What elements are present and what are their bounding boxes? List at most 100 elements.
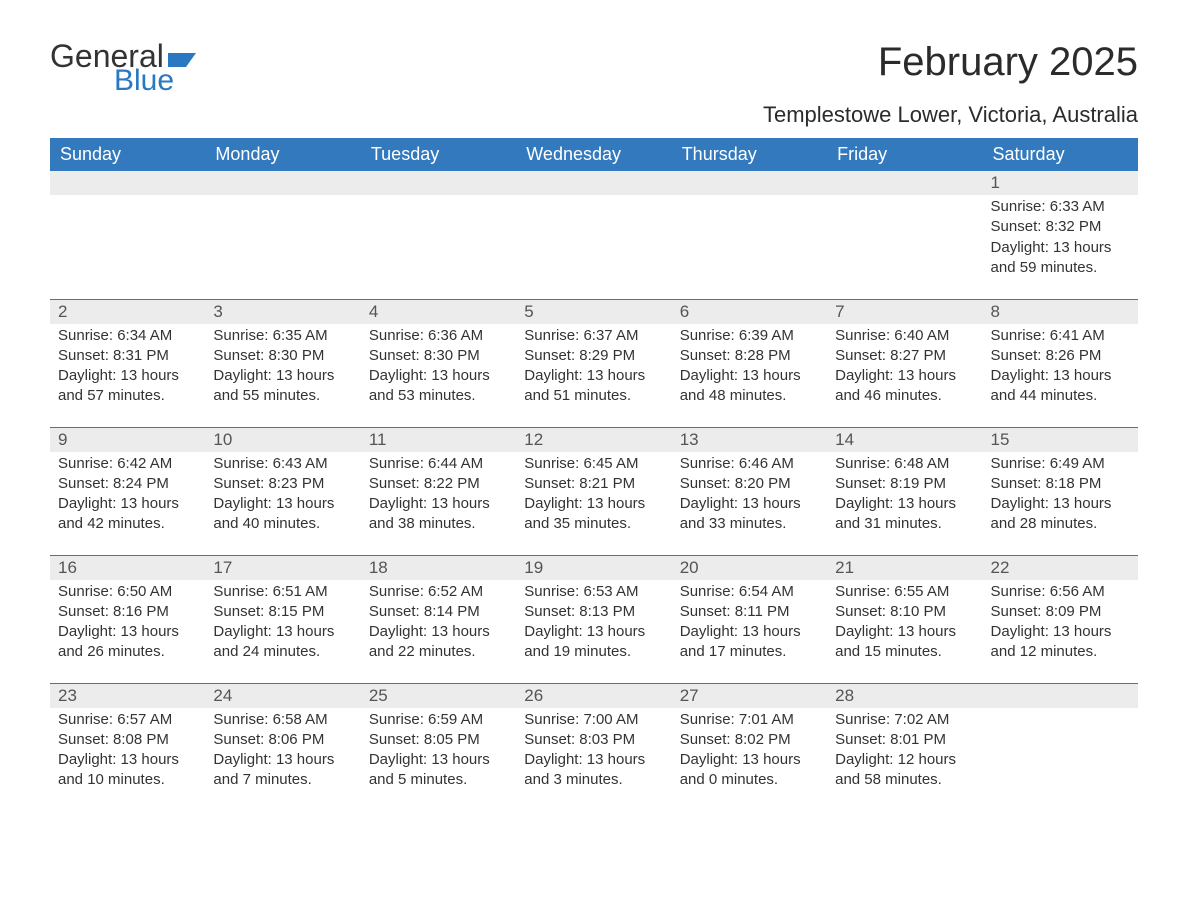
- sunrise-line: Sunrise: 7:02 AM: [835, 710, 974, 730]
- weekday-header-row: SundayMondayTuesdayWednesdayThursdayFrid…: [50, 138, 1138, 171]
- day-body: Sunrise: 7:01 AMSunset: 8:02 PMDaylight:…: [672, 708, 827, 799]
- calendar-week-row: 23Sunrise: 6:57 AMSunset: 8:08 PMDayligh…: [50, 683, 1138, 811]
- day-body: Sunrise: 6:48 AMSunset: 8:19 PMDaylight:…: [827, 452, 982, 543]
- daylight-line: Daylight: 13 hours and 48 minutes.: [680, 366, 819, 407]
- daylight-line: Daylight: 13 hours and 42 minutes.: [58, 494, 197, 535]
- calendar-day-cell: 21Sunrise: 6:55 AMSunset: 8:10 PMDayligh…: [827, 555, 982, 683]
- sunrise-line: Sunrise: 6:46 AM: [680, 454, 819, 474]
- sunrise-line: Sunrise: 7:01 AM: [680, 710, 819, 730]
- daylight-line: Daylight: 13 hours and 57 minutes.: [58, 366, 197, 407]
- day-number-band: 13: [672, 428, 827, 452]
- day-number-band: 8: [983, 300, 1138, 324]
- calendar-day-cell: 1Sunrise: 6:33 AMSunset: 8:32 PMDaylight…: [983, 171, 1138, 299]
- sunset-line: Sunset: 8:03 PM: [524, 730, 663, 750]
- calendar-day-cell: 10Sunrise: 6:43 AMSunset: 8:23 PMDayligh…: [205, 427, 360, 555]
- daylight-line: Daylight: 13 hours and 5 minutes.: [369, 750, 508, 791]
- day-body: Sunrise: 6:54 AMSunset: 8:11 PMDaylight:…: [672, 580, 827, 671]
- daylight-line: Daylight: 12 hours and 58 minutes.: [835, 750, 974, 791]
- calendar-table: SundayMondayTuesdayWednesdayThursdayFrid…: [50, 138, 1138, 811]
- sunrise-line: Sunrise: 6:34 AM: [58, 326, 197, 346]
- daylight-line: Daylight: 13 hours and 35 minutes.: [524, 494, 663, 535]
- day-number-band: [516, 171, 671, 195]
- day-body: Sunrise: 6:36 AMSunset: 8:30 PMDaylight:…: [361, 324, 516, 415]
- day-body: Sunrise: 6:33 AMSunset: 8:32 PMDaylight:…: [983, 195, 1138, 286]
- day-body: [672, 195, 827, 205]
- sunrise-line: Sunrise: 6:53 AM: [524, 582, 663, 602]
- daylight-line: Daylight: 13 hours and 59 minutes.: [991, 238, 1130, 279]
- calendar-day-cell: 4Sunrise: 6:36 AMSunset: 8:30 PMDaylight…: [361, 299, 516, 427]
- daylight-line: Daylight: 13 hours and 22 minutes.: [369, 622, 508, 663]
- day-body: Sunrise: 6:34 AMSunset: 8:31 PMDaylight:…: [50, 324, 205, 415]
- day-body: Sunrise: 6:43 AMSunset: 8:23 PMDaylight:…: [205, 452, 360, 543]
- day-number-band: 20: [672, 556, 827, 580]
- sunrise-line: Sunrise: 6:35 AM: [213, 326, 352, 346]
- day-number-band: 16: [50, 556, 205, 580]
- daylight-line: Daylight: 13 hours and 28 minutes.: [991, 494, 1130, 535]
- calendar-day-cell: [516, 171, 671, 299]
- sunrise-line: Sunrise: 6:54 AM: [680, 582, 819, 602]
- calendar-day-cell: [50, 171, 205, 299]
- sunrise-line: Sunrise: 6:52 AM: [369, 582, 508, 602]
- day-body: Sunrise: 6:59 AMSunset: 8:05 PMDaylight:…: [361, 708, 516, 799]
- sunset-line: Sunset: 8:11 PM: [680, 602, 819, 622]
- calendar-day-cell: 20Sunrise: 6:54 AMSunset: 8:11 PMDayligh…: [672, 555, 827, 683]
- sunset-line: Sunset: 8:20 PM: [680, 474, 819, 494]
- sunset-line: Sunset: 8:32 PM: [991, 217, 1130, 237]
- calendar-day-cell: 8Sunrise: 6:41 AMSunset: 8:26 PMDaylight…: [983, 299, 1138, 427]
- day-number-band: [50, 171, 205, 195]
- day-body: Sunrise: 6:55 AMSunset: 8:10 PMDaylight:…: [827, 580, 982, 671]
- day-body: Sunrise: 6:35 AMSunset: 8:30 PMDaylight:…: [205, 324, 360, 415]
- day-body: Sunrise: 6:53 AMSunset: 8:13 PMDaylight:…: [516, 580, 671, 671]
- calendar-day-cell: 26Sunrise: 7:00 AMSunset: 8:03 PMDayligh…: [516, 683, 671, 811]
- location-subtitle: Templestowe Lower, Victoria, Australia: [50, 102, 1138, 128]
- sunset-line: Sunset: 8:01 PM: [835, 730, 974, 750]
- sunset-line: Sunset: 8:15 PM: [213, 602, 352, 622]
- calendar-week-row: 2Sunrise: 6:34 AMSunset: 8:31 PMDaylight…: [50, 299, 1138, 427]
- sunrise-line: Sunrise: 6:59 AM: [369, 710, 508, 730]
- day-number-band: 2: [50, 300, 205, 324]
- daylight-line: Daylight: 13 hours and 46 minutes.: [835, 366, 974, 407]
- day-number-band: 9: [50, 428, 205, 452]
- day-number-band: 10: [205, 428, 360, 452]
- day-body: Sunrise: 6:49 AMSunset: 8:18 PMDaylight:…: [983, 452, 1138, 543]
- sunrise-line: Sunrise: 6:49 AM: [991, 454, 1130, 474]
- day-number-band: 19: [516, 556, 671, 580]
- calendar-day-cell: 18Sunrise: 6:52 AMSunset: 8:14 PMDayligh…: [361, 555, 516, 683]
- daylight-line: Daylight: 13 hours and 3 minutes.: [524, 750, 663, 791]
- daylight-line: Daylight: 13 hours and 17 minutes.: [680, 622, 819, 663]
- daylight-line: Daylight: 13 hours and 12 minutes.: [991, 622, 1130, 663]
- day-number-band: [827, 171, 982, 195]
- day-body: [205, 195, 360, 205]
- calendar-day-cell: [983, 683, 1138, 811]
- calendar-day-cell: [361, 171, 516, 299]
- day-number-band: 18: [361, 556, 516, 580]
- day-body: Sunrise: 6:37 AMSunset: 8:29 PMDaylight:…: [516, 324, 671, 415]
- daylight-line: Daylight: 13 hours and 19 minutes.: [524, 622, 663, 663]
- day-number-band: 11: [361, 428, 516, 452]
- sunrise-line: Sunrise: 6:50 AM: [58, 582, 197, 602]
- day-number-band: 4: [361, 300, 516, 324]
- calendar-week-row: 9Sunrise: 6:42 AMSunset: 8:24 PMDaylight…: [50, 427, 1138, 555]
- day-body: Sunrise: 6:44 AMSunset: 8:22 PMDaylight:…: [361, 452, 516, 543]
- daylight-line: Daylight: 13 hours and 7 minutes.: [213, 750, 352, 791]
- day-body: Sunrise: 6:41 AMSunset: 8:26 PMDaylight:…: [983, 324, 1138, 415]
- day-number-band: [205, 171, 360, 195]
- day-number-band: 17: [205, 556, 360, 580]
- daylight-line: Daylight: 13 hours and 31 minutes.: [835, 494, 974, 535]
- day-number-band: 3: [205, 300, 360, 324]
- sunset-line: Sunset: 8:26 PM: [991, 346, 1130, 366]
- sunset-line: Sunset: 8:19 PM: [835, 474, 974, 494]
- day-number-band: 23: [50, 684, 205, 708]
- day-body: Sunrise: 6:40 AMSunset: 8:27 PMDaylight:…: [827, 324, 982, 415]
- day-body: Sunrise: 6:46 AMSunset: 8:20 PMDaylight:…: [672, 452, 827, 543]
- calendar-day-cell: 6Sunrise: 6:39 AMSunset: 8:28 PMDaylight…: [672, 299, 827, 427]
- day-body: Sunrise: 6:56 AMSunset: 8:09 PMDaylight:…: [983, 580, 1138, 671]
- day-body: [516, 195, 671, 205]
- day-body: Sunrise: 6:58 AMSunset: 8:06 PMDaylight:…: [205, 708, 360, 799]
- sunrise-line: Sunrise: 6:48 AM: [835, 454, 974, 474]
- sunrise-line: Sunrise: 6:56 AM: [991, 582, 1130, 602]
- sunrise-line: Sunrise: 6:41 AM: [991, 326, 1130, 346]
- sunset-line: Sunset: 8:29 PM: [524, 346, 663, 366]
- calendar-day-cell: 28Sunrise: 7:02 AMSunset: 8:01 PMDayligh…: [827, 683, 982, 811]
- calendar-day-cell: 3Sunrise: 6:35 AMSunset: 8:30 PMDaylight…: [205, 299, 360, 427]
